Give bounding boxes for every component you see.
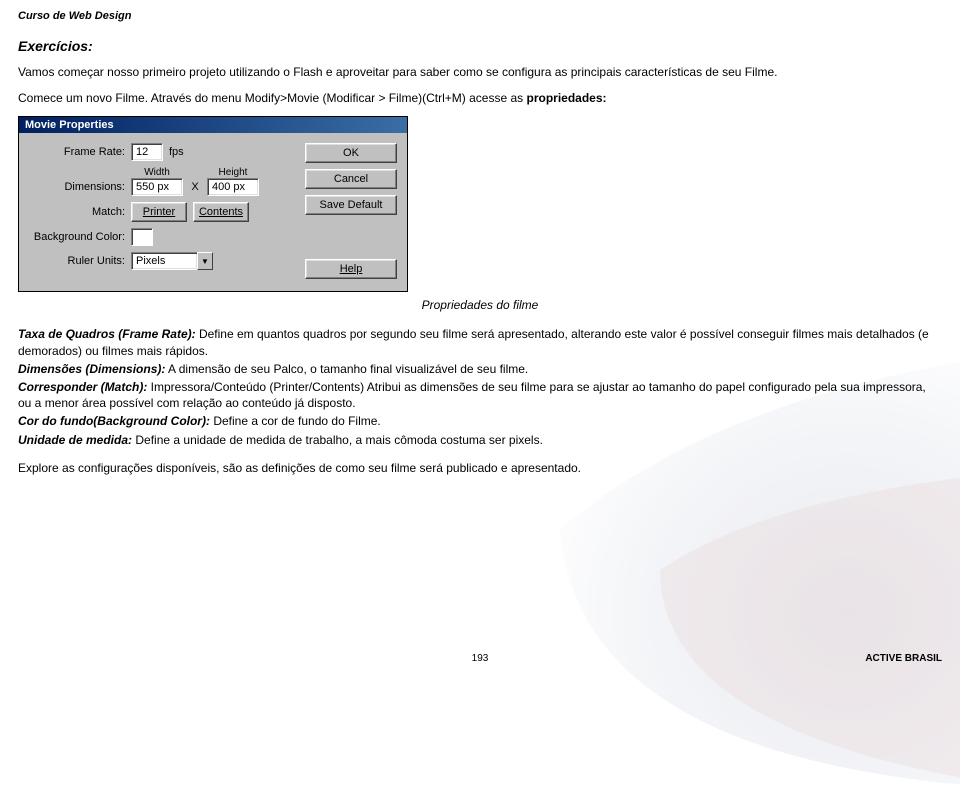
help-button[interactable]: Help — [305, 259, 397, 279]
save-default-button[interactable]: Save Default — [305, 195, 397, 215]
closing-paragraph: Explore as configurações disponíveis, sã… — [18, 460, 942, 476]
ruler-label: Ruler Units: — [29, 255, 125, 267]
width-heading: Width — [131, 167, 183, 178]
fps-label: fps — [169, 146, 184, 158]
def-units-label: Unidade de medida: — [18, 433, 132, 447]
bgcolor-swatch[interactable] — [131, 228, 153, 246]
intro-2-bold: propriedades: — [527, 91, 607, 105]
match-label: Match: — [29, 206, 125, 218]
chevron-down-icon: ▼ — [197, 252, 213, 270]
height-heading: Height — [207, 167, 259, 178]
dimensions-x: X — [189, 181, 201, 193]
width-input[interactable]: 550 px — [131, 178, 183, 196]
frame-rate-input[interactable]: 12 — [131, 143, 163, 161]
def-dimensions: Dimensões (Dimensions): A dimensão de se… — [18, 361, 942, 377]
movie-properties-dialog: Movie Properties Frame Rate: 12 fps Widt… — [18, 116, 408, 292]
frame-rate-label: Frame Rate: — [29, 146, 125, 158]
def-dimensions-text: A dimensão de seu Palco, o tamanho final… — [165, 362, 528, 376]
def-frame-rate: Taxa de Quadros (Frame Rate): Define em … — [18, 326, 942, 358]
def-bgcolor: Cor do fundo(Background Color): Define a… — [18, 413, 942, 429]
intro-paragraph-2: Comece um novo Filme. Através do menu Mo… — [18, 90, 942, 106]
dialog-caption: Propriedades do filme — [18, 298, 942, 312]
contents-button[interactable]: Contents — [193, 202, 249, 222]
def-units-text: Define a unidade de medida de trabalho, … — [132, 433, 543, 447]
page-number: 193 — [472, 653, 489, 664]
def-frame-rate-label: Taxa de Quadros (Frame Rate): — [18, 327, 196, 341]
def-bgcolor-label: Cor do fundo(Background Color): — [18, 414, 210, 428]
course-header: Curso de Web Design — [18, 10, 942, 22]
ruler-units-dropdown[interactable]: Pixels ▼ — [131, 252, 213, 270]
height-input[interactable]: 400 px — [207, 178, 259, 196]
dimensions-label: Dimensions: — [29, 181, 125, 193]
printer-button[interactable]: Printer — [131, 202, 187, 222]
ok-button[interactable]: OK — [305, 143, 397, 163]
def-match-text: Impressora/Conteúdo (Printer/Contents) A… — [18, 380, 926, 410]
section-title: Exercícios: — [18, 38, 942, 54]
intro-paragraph-1: Vamos começar nosso primeiro projeto uti… — [18, 64, 942, 80]
intro-2-text: Comece um novo Filme. Através do menu Mo… — [18, 91, 527, 105]
def-match-label: Corresponder (Match): — [18, 380, 147, 394]
def-match: Corresponder (Match): Impressora/Conteúd… — [18, 379, 942, 411]
def-dimensions-label: Dimensões (Dimensions): — [18, 362, 165, 376]
bgcolor-label: Background Color: — [29, 231, 125, 243]
cancel-button[interactable]: Cancel — [305, 169, 397, 189]
def-bgcolor-text: Define a cor de fundo do Filme. — [210, 414, 381, 428]
page-footer: 193 ACTIVE BRASIL — [18, 653, 942, 664]
footer-brand: ACTIVE BRASIL — [865, 653, 942, 664]
ruler-units-value: Pixels — [131, 252, 197, 270]
def-units: Unidade de medida: Define a unidade de m… — [18, 432, 942, 448]
dialog-titlebar: Movie Properties — [19, 117, 407, 133]
